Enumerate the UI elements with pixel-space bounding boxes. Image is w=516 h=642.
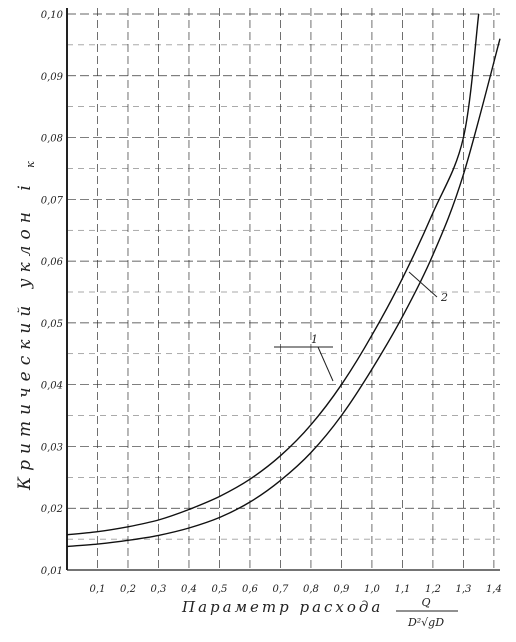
y-tick-label: 0,04 — [41, 381, 63, 392]
curve-label-2: 2 — [408, 271, 448, 304]
x-tick-label: 0,5 — [212, 584, 228, 595]
y-tick-label: 0,07 — [41, 195, 64, 206]
x-tick-label: 1,1 — [394, 584, 410, 595]
y-axis-symbol: i — [15, 179, 35, 190]
x-tick-label: 0,2 — [120, 584, 136, 595]
curve-label-1-leader-tail — [317, 346, 334, 382]
x-tick-label: 1,3 — [455, 584, 471, 595]
x-tick-label: 0,4 — [181, 584, 197, 595]
curve-label-2-text: 2 — [440, 291, 448, 304]
series-line-1 — [66, 13, 480, 536]
series-lines — [66, 13, 501, 548]
x-tick-label: 0,3 — [151, 584, 167, 595]
grid — [67, 8, 500, 570]
x-axis-formula-numerator: Q — [421, 596, 430, 609]
x-tick-label: 1,2 — [425, 584, 441, 595]
y-tick-label: 0,08 — [41, 134, 63, 145]
y-tick-labels: 0,01 0,02 0,03 0,04 0,05 0,06 0,07 0,08 0,09 0,10 — [41, 10, 64, 577]
x-tick-label: 0,7 — [272, 584, 289, 595]
x-tick-label: 0,9 — [333, 584, 350, 595]
series-line-2 — [66, 38, 501, 548]
y-axis-label: Критический уклон i к — [15, 155, 37, 491]
y-tick-label: 0,02 — [41, 504, 63, 515]
x-axis-formula: Q D²√gD — [396, 596, 458, 629]
y-tick-label: 0,09 — [41, 72, 64, 83]
curve-label-1-text: 1 — [311, 333, 318, 346]
curve-label-2-leader — [408, 271, 438, 298]
y-tick-label: 0,06 — [41, 257, 64, 268]
x-tick-label: 0,8 — [303, 584, 319, 595]
y-tick-label: 0,03 — [41, 442, 63, 453]
y-axis-label-text: Критический уклон — [15, 206, 35, 491]
x-tick-label: 0,1 — [90, 584, 106, 595]
y-tick-label: 0,10 — [41, 10, 64, 21]
axes — [66, 8, 500, 571]
curve-label-1: 1 — [274, 333, 334, 382]
y-axis-title: Критический уклон i к — [15, 155, 37, 491]
y-axis-symbol-subscript: к — [24, 155, 37, 168]
x-tick-label: 1,0 — [364, 584, 381, 595]
x-axis-label: Параметр расхода — [181, 598, 383, 616]
x-tick-labels: 0,1 0,2 0,3 0,4 0,5 0,6 0,7 0,8 0,9 1,0 1,1 1,2 1,3 1… — [90, 584, 502, 595]
x-tick-label: 1,4 — [486, 584, 502, 595]
y-tick-label: 0,05 — [41, 319, 63, 330]
x-axis-formula-denominator: D²√gD — [407, 616, 444, 629]
x-tick-label: 0,6 — [242, 584, 259, 595]
y-tick-label: 0,01 — [41, 566, 63, 577]
